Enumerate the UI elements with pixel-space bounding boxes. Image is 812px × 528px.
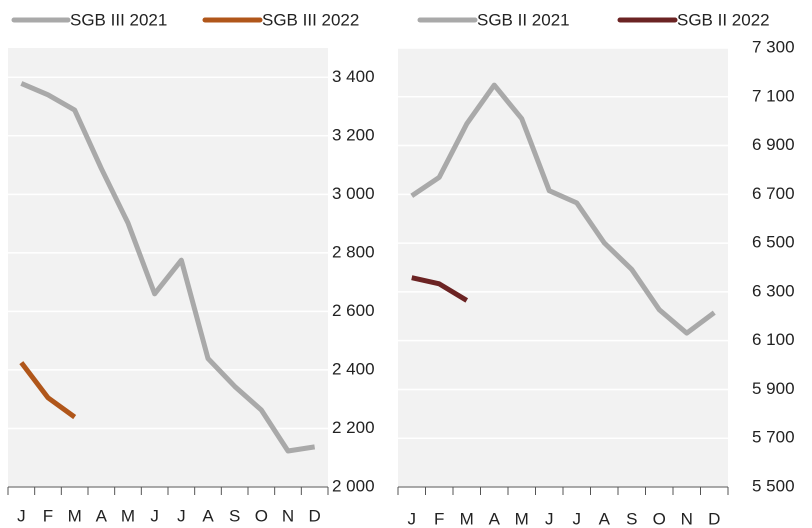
legend-label: SGB III 2021 xyxy=(70,10,167,29)
x-tick-label: N xyxy=(282,506,294,525)
y-tick-label: 2 400 xyxy=(332,359,375,378)
series-line xyxy=(20,81,316,454)
x-tick-label: M xyxy=(68,506,82,525)
x-tick-label: N xyxy=(681,509,693,528)
series-line xyxy=(19,361,77,420)
y-tick-label: 3 400 xyxy=(332,67,375,86)
x-tick-label: J xyxy=(545,509,554,528)
y-tick-label: 6 100 xyxy=(752,330,795,349)
y-tick-label: 6 300 xyxy=(752,281,795,300)
x-tick-label: J xyxy=(150,506,159,525)
y-tick-label: 7 300 xyxy=(752,37,795,56)
x-tick-label: J xyxy=(17,506,26,525)
x-tick-label: J xyxy=(573,509,582,528)
y-tick-label: 3 200 xyxy=(332,125,375,144)
y-tick-label: 3 000 xyxy=(332,184,375,203)
y-tick-label: 5 500 xyxy=(752,476,795,495)
x-tick-label: O xyxy=(653,509,666,528)
x-tick-label: M xyxy=(515,509,529,528)
x-tick-label: J xyxy=(177,506,186,525)
x-tick-label: S xyxy=(229,506,240,525)
x-tick-label: S xyxy=(626,509,637,528)
x-tick-label: D xyxy=(708,509,720,528)
series-line xyxy=(410,82,716,336)
legend-label: SGB III 2022 xyxy=(262,10,359,29)
legend-label: SGB II 2021 xyxy=(477,10,570,29)
x-tick-label: M xyxy=(121,506,135,525)
y-tick-label: 2 000 xyxy=(332,476,375,495)
plot-background xyxy=(8,48,328,487)
x-tick-label: F xyxy=(43,506,53,525)
x-tick-label: A xyxy=(599,509,611,528)
y-tick-label: 6 700 xyxy=(752,184,795,203)
series-line xyxy=(411,275,469,303)
x-tick-label: M xyxy=(460,509,474,528)
x-tick-label: A xyxy=(202,506,214,525)
y-tick-label: 2 800 xyxy=(332,242,375,261)
y-tick-label: 2 200 xyxy=(332,418,375,437)
x-tick-label: F xyxy=(434,509,444,528)
x-tick-label: O xyxy=(255,506,268,525)
legend-label: SGB II 2022 xyxy=(677,10,770,29)
y-tick-label: 5 900 xyxy=(752,379,795,398)
x-tick-label: D xyxy=(309,506,321,525)
plot-background xyxy=(398,48,728,487)
x-tick-label: J xyxy=(408,509,417,528)
y-tick-label: 5 700 xyxy=(752,428,795,447)
x-tick-label: A xyxy=(489,509,501,528)
y-tick-label: 7 100 xyxy=(752,86,795,105)
x-tick-label: A xyxy=(96,506,108,525)
y-tick-label: 2 600 xyxy=(332,301,375,320)
y-tick-label: 6 500 xyxy=(752,233,795,252)
y-tick-label: 6 900 xyxy=(752,135,795,154)
